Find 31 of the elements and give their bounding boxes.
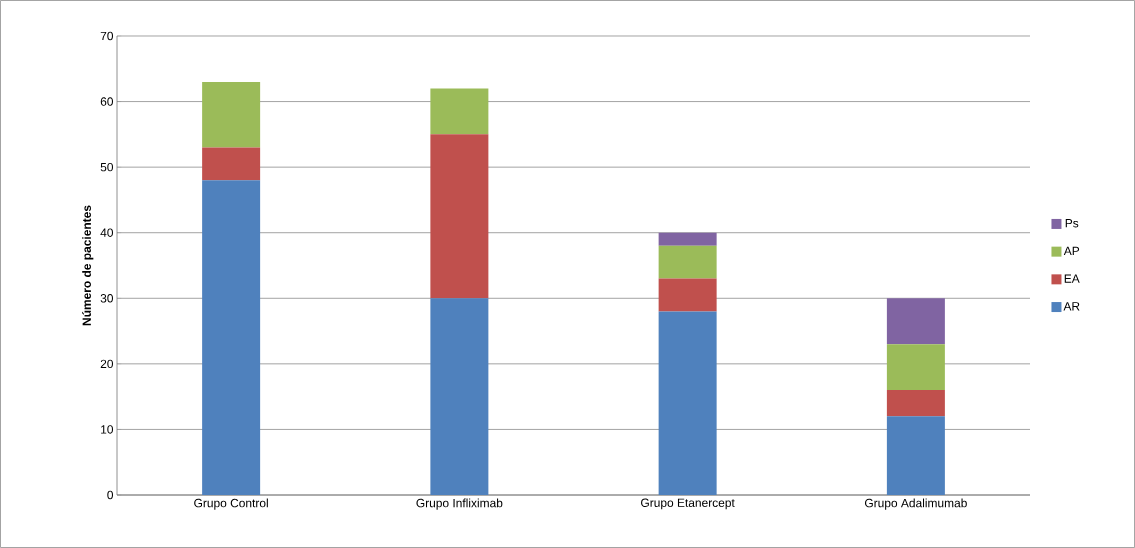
bar <box>430 298 489 495</box>
bar <box>886 390 945 417</box>
legend-label: Ps <box>1065 219 1079 228</box>
y-tick-label: 30 <box>100 294 114 303</box>
bar <box>886 344 945 391</box>
y-tick-label: 20 <box>100 359 114 369</box>
bar <box>202 81 261 148</box>
y-tick-label: 50 <box>100 162 114 172</box>
legend-label: AR <box>1063 302 1080 311</box>
bar <box>430 134 489 299</box>
bar <box>886 298 945 345</box>
x-tick-label: Grupo Etanercept <box>641 498 735 510</box>
y-tick-label: 10 <box>101 425 114 434</box>
y-tick-label: 40 <box>100 228 114 237</box>
bar <box>658 232 717 246</box>
legend-label: EA <box>1064 274 1080 283</box>
y-tick-label: 70 <box>100 31 114 41</box>
y-tick-label: 0 <box>107 490 114 500</box>
x-tick-label: Grupo Control <box>194 498 268 510</box>
bar <box>658 278 717 312</box>
x-tick-label: Grupo Adalimumab <box>864 498 967 510</box>
bar <box>658 245 717 279</box>
y-tick-label: 60 <box>100 97 114 106</box>
bar <box>886 416 945 495</box>
legend-label: AP <box>1063 246 1080 256</box>
bar <box>658 311 717 495</box>
bar <box>202 147 261 181</box>
x-tick-label: Grupo Infliximab <box>416 498 503 510</box>
y-axis-title: Número de pacientes <box>82 205 94 326</box>
bar <box>202 180 261 495</box>
bar <box>430 88 489 135</box>
